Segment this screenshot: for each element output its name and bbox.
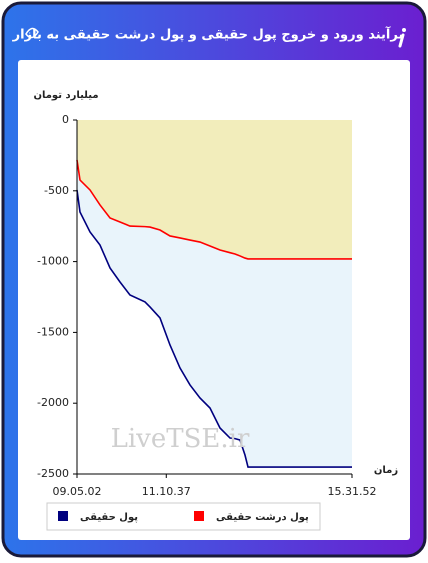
legend-swatch (194, 511, 204, 521)
info-icon (398, 28, 406, 48)
y-tick-label: -1000 (37, 255, 69, 268)
legend-swatch (58, 511, 68, 521)
series-line (76, 189, 352, 468)
legend-label: پول درشت حقیقی (216, 512, 309, 523)
area-fill (77, 159, 352, 468)
y-tick-label: -2500 (37, 467, 69, 480)
y-tick-label: -2000 (37, 396, 69, 409)
chart-icon (25, 27, 39, 39)
series-line (76, 159, 352, 260)
watermark: LiveTSE.ir (111, 424, 250, 454)
y-axis-label: میلیارد تومان (33, 90, 98, 101)
y-tick-label: -1500 (37, 325, 69, 338)
x-tick-label: 15.31.52 (328, 485, 377, 498)
x-tick-label: 09.05.02 (53, 485, 102, 498)
x-axis-label: زمان (374, 465, 398, 476)
chart-title: برآیند ورود و خروج پول حقیقی و پول درشت … (12, 26, 404, 43)
legend-label: پول حقیقی (80, 512, 138, 523)
x-tick-label: 11.10.37 (142, 485, 191, 498)
y-tick-label: -500 (44, 184, 69, 197)
area-fill (77, 120, 352, 259)
y-tick-label: 0 (62, 113, 69, 126)
legend-box (46, 502, 321, 531)
